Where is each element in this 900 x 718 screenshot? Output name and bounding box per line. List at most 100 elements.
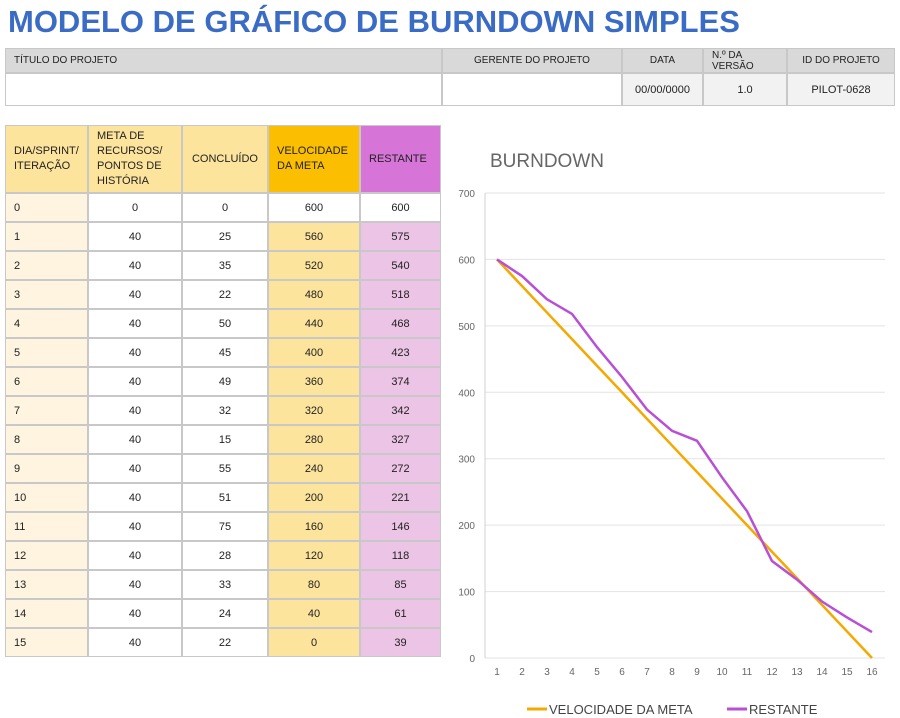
table-cell: 40	[88, 628, 182, 657]
table-cell: 120	[268, 541, 360, 570]
table-cell: 600	[268, 193, 360, 222]
project-label: TÍTULO DO PROJETO	[5, 48, 442, 73]
project-value	[442, 73, 622, 106]
table-cell: 0	[182, 193, 268, 222]
table-cell: 25	[182, 222, 268, 251]
table-cell: 560	[268, 222, 360, 251]
table-cell: 221	[360, 483, 441, 512]
table-cell: 320	[268, 396, 360, 425]
table-header: DIA/SPRINT/ ITERAÇÃO	[5, 125, 88, 193]
table-cell: 575	[360, 222, 441, 251]
project-label: N.º DA VERSÃO	[703, 48, 787, 73]
table-cell: 80	[268, 570, 360, 599]
table-cell: 61	[360, 599, 441, 628]
table-header: CONCLUÍDO	[182, 125, 268, 193]
table-cell: 374	[360, 367, 441, 396]
x-tick-label: 6	[619, 667, 625, 678]
table-cell: 160	[268, 512, 360, 541]
table-cell: 40	[88, 512, 182, 541]
table-cell: 146	[360, 512, 441, 541]
x-tick-label: 8	[669, 667, 675, 678]
table-cell: 24	[182, 599, 268, 628]
table-cell: 51	[182, 483, 268, 512]
table-cell: 280	[268, 425, 360, 454]
table-cell: 15	[5, 628, 88, 657]
project-label: DATA	[622, 48, 703, 73]
y-tick-label: 300	[458, 455, 475, 466]
project-label: ID DO PROJETO	[787, 48, 895, 73]
table-cell: 0	[5, 193, 88, 222]
table-cell: 14	[5, 599, 88, 628]
table-cell: 28	[182, 541, 268, 570]
x-tick-label: 15	[841, 667, 853, 678]
x-tick-label: 5	[594, 667, 600, 678]
table-cell: 118	[360, 541, 441, 570]
legend-label: RESTANTE	[749, 702, 818, 717]
table-cell: 5	[5, 338, 88, 367]
table-header: RESTANTE	[360, 125, 441, 193]
table-cell: 40	[88, 338, 182, 367]
table-cell: 40	[88, 280, 182, 309]
table-cell: 600	[360, 193, 441, 222]
table-cell: 13	[5, 570, 88, 599]
table-cell: 272	[360, 454, 441, 483]
table-cell: 22	[182, 280, 268, 309]
table-cell: 2	[5, 251, 88, 280]
project-value: 1.0	[703, 73, 787, 106]
table-cell: 49	[182, 367, 268, 396]
table-cell: 40	[88, 309, 182, 338]
table-header: VELOCIDADE DA META	[268, 125, 360, 193]
table-cell: 9	[5, 454, 88, 483]
legend-label: VELOCIDADE DA META	[549, 702, 693, 717]
x-tick-label: 14	[816, 667, 828, 678]
series-line	[496, 258, 873, 634]
x-tick-label: 9	[694, 667, 700, 678]
table-cell: 50	[182, 309, 268, 338]
y-tick-label: 500	[458, 322, 475, 333]
table-cell: 55	[182, 454, 268, 483]
table-cell: 39	[360, 628, 441, 657]
x-tick-label: 13	[791, 667, 803, 678]
y-tick-label: 0	[469, 654, 475, 665]
y-tick-label: 700	[458, 189, 475, 200]
x-tick-label: 1	[494, 667, 500, 678]
project-value: 00/00/0000	[622, 73, 703, 106]
project-value	[5, 73, 442, 106]
table-cell: 518	[360, 280, 441, 309]
table-cell: 85	[360, 570, 441, 599]
table-cell: 0	[268, 628, 360, 657]
table-cell: 40	[268, 599, 360, 628]
table-cell: 12	[5, 541, 88, 570]
table-cell: 22	[182, 628, 268, 657]
table-cell: 6	[5, 367, 88, 396]
table-cell: 1	[5, 222, 88, 251]
table-cell: 40	[88, 222, 182, 251]
x-tick-label: 3	[544, 667, 550, 678]
table-cell: 7	[5, 396, 88, 425]
table-cell: 423	[360, 338, 441, 367]
table-cell: 440	[268, 309, 360, 338]
table-cell: 40	[88, 251, 182, 280]
y-tick-label: 100	[458, 588, 475, 599]
table-cell: 8	[5, 425, 88, 454]
project-value: PILOT-0628	[787, 73, 895, 106]
x-tick-label: 11	[742, 667, 753, 678]
table-cell: 35	[182, 251, 268, 280]
table-cell: 33	[182, 570, 268, 599]
table-cell: 40	[88, 367, 182, 396]
table-cell: 40	[88, 570, 182, 599]
x-tick-label: 10	[716, 667, 728, 678]
y-tick-label: 400	[458, 388, 475, 399]
table-cell: 360	[268, 367, 360, 396]
table-cell: 11	[5, 512, 88, 541]
table-cell: 540	[360, 251, 441, 280]
table-cell: 400	[268, 338, 360, 367]
x-tick-label: 7	[644, 667, 650, 678]
table-cell: 480	[268, 280, 360, 309]
table-cell: 327	[360, 425, 441, 454]
table-cell: 75	[182, 512, 268, 541]
table-cell: 45	[182, 338, 268, 367]
table-cell: 40	[88, 396, 182, 425]
